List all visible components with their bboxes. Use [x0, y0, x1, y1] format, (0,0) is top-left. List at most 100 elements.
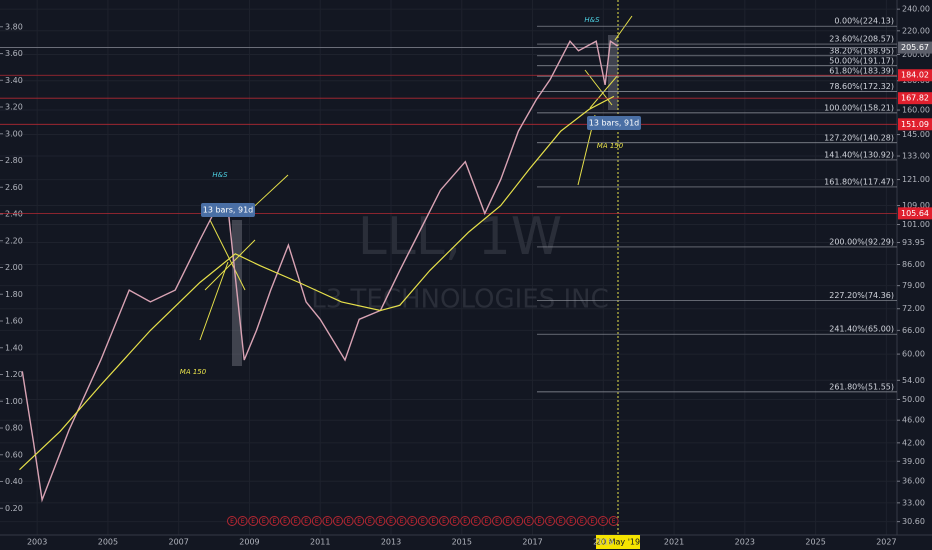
- annotation: 13 bars, 91d: [203, 206, 254, 215]
- earnings-label: E: [612, 518, 616, 525]
- y2-tick-label: 3.80: [5, 22, 23, 31]
- earnings-marker: [417, 516, 428, 526]
- earnings-label: E: [559, 518, 563, 525]
- earnings-label: E: [463, 518, 467, 525]
- y2-tick-label: 1.60: [5, 317, 23, 326]
- earnings-label: E: [410, 518, 414, 525]
- fib-label: 50.00%(191.17): [829, 56, 894, 65]
- price-line-series: [21, 39, 618, 503]
- price-label: 205.67: [901, 43, 929, 52]
- y-tick-label: 200.00: [902, 50, 930, 59]
- earnings-label: E: [527, 518, 531, 525]
- earnings-marker: [576, 516, 587, 526]
- fib-label: 127.20%(140.28): [824, 133, 894, 142]
- earnings-label: E: [230, 518, 234, 525]
- crosshair-label: 20 May '19: [596, 538, 640, 547]
- price-label: 151.09: [901, 120, 929, 129]
- earnings-marker: [470, 516, 481, 526]
- earnings-label: E: [326, 518, 330, 525]
- earnings-marker: [396, 516, 407, 526]
- price-label: 105.64: [901, 209, 929, 218]
- fib-label: 23.60%(208.57): [829, 35, 894, 44]
- earnings-marker: [333, 516, 343, 526]
- y-tick-label: 54.00: [902, 376, 925, 385]
- x-tick-label: 2005: [98, 538, 118, 547]
- y-tick-label: 101.00: [902, 220, 930, 229]
- earnings-marker: [523, 516, 534, 526]
- annotation: 13 bars, 91d: [589, 119, 640, 128]
- earnings-marker: [301, 516, 312, 526]
- x-tick-label: 2011: [310, 538, 330, 547]
- earnings-marker: [237, 516, 248, 526]
- y2-tick-label: 2.00: [5, 263, 23, 272]
- earnings-label: E: [495, 518, 499, 525]
- earnings-marker: [311, 516, 322, 526]
- earnings-marker: [343, 516, 354, 526]
- earnings-label: E: [516, 518, 520, 525]
- y2-tick-label: 3.20: [5, 103, 23, 112]
- earnings-label: E: [315, 518, 319, 525]
- y2-tick-label: 3.00: [5, 129, 23, 138]
- annotation-box: [587, 116, 641, 130]
- earnings-label: E: [538, 518, 542, 525]
- watermark-subtitle: L3 TECHNOLOGIES INC: [311, 285, 609, 315]
- earnings-marker: [354, 516, 365, 526]
- price-label: 184.02: [901, 71, 929, 80]
- x-tick-label: 2027: [876, 538, 896, 547]
- earnings-label: E: [336, 518, 340, 525]
- fib-label: 78.60%(172.32): [829, 82, 894, 91]
- price-label-box: [898, 92, 932, 105]
- y2-tick-label: 1.80: [5, 290, 23, 299]
- earnings-label: E: [548, 518, 552, 525]
- y2-tick-label: 0.80: [5, 424, 23, 433]
- trend-line: [204, 239, 256, 291]
- ma-line: [19, 95, 615, 471]
- fib-label: 61.80%(183.39): [829, 67, 894, 76]
- y2-tick-label: 1.40: [5, 343, 23, 352]
- y-tick-label: 121.00: [902, 175, 930, 184]
- y-tick-label: 79.00: [902, 281, 925, 290]
- y-tick-label: 160.00: [902, 106, 930, 115]
- y2-tick-label: 2.60: [5, 183, 23, 192]
- earnings-label: E: [251, 518, 255, 525]
- earnings-label: E: [442, 518, 446, 525]
- earnings-marker: [290, 516, 301, 526]
- x-tick-label: 2025: [805, 538, 825, 547]
- y2-tick-label: 0.60: [5, 450, 23, 459]
- x-tick-label: 2017: [522, 538, 542, 547]
- y2-tick-label: 1.00: [5, 397, 23, 406]
- price-label-box: [898, 69, 932, 82]
- y-tick-label: 30.60: [902, 517, 925, 526]
- earnings-label: E: [357, 518, 361, 525]
- y2-tick-label: 2.40: [5, 210, 23, 219]
- earnings-label: E: [368, 518, 372, 525]
- fib-label: 100.00%(158.21): [824, 103, 894, 112]
- earnings-marker: [492, 516, 502, 526]
- earnings-label: E: [379, 518, 383, 525]
- arrow: [199, 261, 229, 341]
- y-tick-label: 66.00: [902, 326, 925, 335]
- earnings-marker: [587, 516, 598, 526]
- x-tick-label: 2007: [169, 538, 189, 547]
- price-label-box: [898, 41, 932, 54]
- y-tick-label: 240.00: [902, 5, 930, 14]
- y2-tick-label: 3.60: [5, 49, 23, 58]
- y-tick-label: 145.00: [902, 130, 930, 139]
- earnings-marker: [545, 516, 555, 526]
- earnings-marker: [566, 516, 577, 526]
- y-tick-label: 50.00: [902, 395, 925, 404]
- fib-label: 261.80%(51.55): [829, 382, 894, 391]
- crosshair-label-box: [596, 535, 640, 549]
- fib-label: 38.20%(198.95): [829, 46, 894, 55]
- earnings-marker: [269, 516, 280, 526]
- y2-tick-label: 2.80: [5, 156, 23, 165]
- y-tick-label: 86.00: [902, 260, 925, 269]
- earnings-marker: [460, 516, 471, 526]
- fib-label: 141.40%(130.92): [824, 150, 894, 159]
- x-tick-label: 2003: [27, 538, 47, 547]
- x-tick-label: 2019: [593, 538, 613, 547]
- earnings-marker: [439, 516, 449, 526]
- earnings-marker: [598, 516, 608, 526]
- trend-line: [209, 219, 246, 291]
